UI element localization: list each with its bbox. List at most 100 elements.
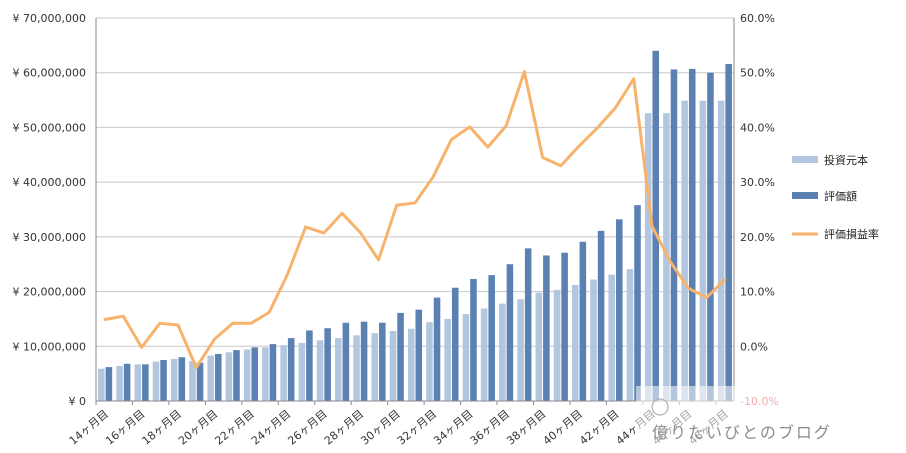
bar-valuation: [251, 347, 258, 401]
legend-label: 評価損益率: [824, 227, 879, 241]
bar-valuation: [287, 338, 295, 401]
x-tick-label: 38ヶ月目: [504, 407, 548, 447]
bar-principal: [517, 299, 524, 401]
y-right-tick-label: 60.0%: [740, 12, 775, 25]
bar-principal: [243, 349, 251, 401]
bar-principal: [335, 338, 342, 401]
legend-swatch: [792, 192, 818, 199]
bar-principal: [590, 279, 597, 401]
x-tick-label: 16ヶ月目: [103, 407, 147, 447]
watermark-text: 億りたいびとのブログ: [652, 423, 832, 442]
bar-valuation: [379, 322, 386, 401]
legend-label: 投資元本: [824, 153, 868, 167]
x-tick-label: 22ヶ月目: [213, 407, 257, 447]
bar-valuation: [634, 205, 641, 401]
gridlines: [96, 17, 734, 347]
bar-valuation: [670, 69, 678, 402]
bar-valuation: [579, 241, 587, 401]
bar-principal: [407, 328, 415, 401]
bar-valuation: [597, 230, 605, 401]
y-left-tick-label: ¥ 40,000,000: [13, 176, 86, 189]
bar-valuation: [214, 353, 222, 401]
y-right-tick-label: 10.0%: [740, 286, 775, 299]
line-series-group: [103, 70, 727, 370]
bar-principal: [134, 364, 142, 401]
bar-valuation: [543, 255, 550, 401]
bar-principal: [571, 285, 579, 401]
y-right-tick-label: 30.0%: [740, 176, 775, 189]
legend-label: 評価額: [824, 189, 857, 203]
bar-principal: [298, 343, 306, 401]
bar-valuation: [652, 50, 660, 401]
y-left-tick-label: ¥ 20,000,000: [13, 286, 86, 299]
bar-principal: [98, 368, 105, 401]
bar-principal: [152, 361, 160, 401]
bar-valuation: [196, 362, 204, 401]
y-left-tick-label: ¥ 10,000,000: [13, 340, 86, 353]
x-tick-label: 36ヶ月目: [468, 407, 512, 447]
bar-principal: [353, 335, 360, 401]
y-left-tick-label: ¥ 0: [69, 395, 87, 408]
x-tick-label: 32ヶ月目: [395, 407, 439, 447]
axes: [95, 18, 735, 402]
x-tick-label: 40ヶ月目: [541, 407, 585, 447]
bar-principal: [480, 308, 488, 401]
bar-principal: [644, 113, 652, 401]
line-return-rate: [103, 70, 727, 370]
watermark-backdrop: [636, 386, 906, 453]
x-tick-label: 24ヶ月目: [249, 407, 293, 447]
bar-valuation: [160, 359, 167, 401]
y-right-tick-label: 0.0%: [740, 340, 768, 353]
bar-principal: [207, 355, 214, 401]
x-tick-label: 34ヶ月目: [431, 407, 475, 447]
bar-principal: [444, 318, 451, 401]
bar-principal: [262, 347, 269, 401]
bar-valuation: [451, 287, 459, 401]
bar-principal: [371, 333, 379, 401]
bar-principal: [170, 358, 178, 401]
bar-valuation: [324, 328, 331, 401]
bar-principal: [316, 340, 324, 401]
x-axis-ticks: 14ヶ月目16ヶ月目18ヶ月目20ヶ月目22ヶ月目24ヶ月目26ヶ月目28ヶ月目…: [67, 401, 731, 448]
bar-valuation: [433, 297, 441, 401]
left-axis-ticks: ¥ 0 ¥ 10,000,000 ¥ 20,000,000 ¥ 30,000,000 ¥…: [13, 12, 86, 408]
x-tick-label: 14ヶ月目: [67, 407, 111, 447]
bar-principal: [535, 292, 543, 401]
y-left-tick-label: ¥ 30,000,000: [13, 231, 86, 244]
bar-principal: [717, 100, 725, 402]
bar-valuation: [415, 309, 423, 401]
bar-principal: [553, 289, 561, 401]
x-tick-label: 42ヶ月目: [577, 407, 621, 447]
bar-principal: [499, 303, 506, 401]
bar-principal: [116, 365, 123, 401]
bar-principal: [426, 322, 433, 401]
bar-principal: [699, 100, 707, 402]
bar-valuation: [269, 344, 277, 401]
bar-valuation: [397, 312, 404, 401]
legend-swatch: [792, 156, 818, 163]
bar-valuation: [688, 68, 696, 401]
bar-valuation: [306, 330, 313, 401]
bar-valuation: [561, 252, 568, 401]
bar-valuation: [142, 364, 149, 401]
x-tick-label: 28ヶ月目: [322, 407, 366, 447]
bar-valuation: [342, 322, 350, 401]
bar-valuation: [178, 357, 186, 401]
bar-principal: [608, 274, 616, 401]
bar-principal: [280, 345, 287, 401]
x-tick-label: 26ヶ月目: [285, 407, 329, 447]
bar-principal: [189, 361, 196, 401]
bar-valuation: [725, 63, 732, 402]
bar-valuation: [470, 278, 477, 401]
x-tick-label: 30ヶ月目: [358, 407, 402, 447]
bar-valuation: [360, 321, 368, 401]
x-tick-label: 18ヶ月目: [140, 407, 184, 447]
bar-valuation: [488, 275, 495, 401]
bar-principal: [681, 100, 688, 402]
bar-valuation: [524, 248, 532, 401]
y-right-tick-label: 40.0%: [740, 121, 775, 134]
bar-valuation: [506, 264, 514, 401]
